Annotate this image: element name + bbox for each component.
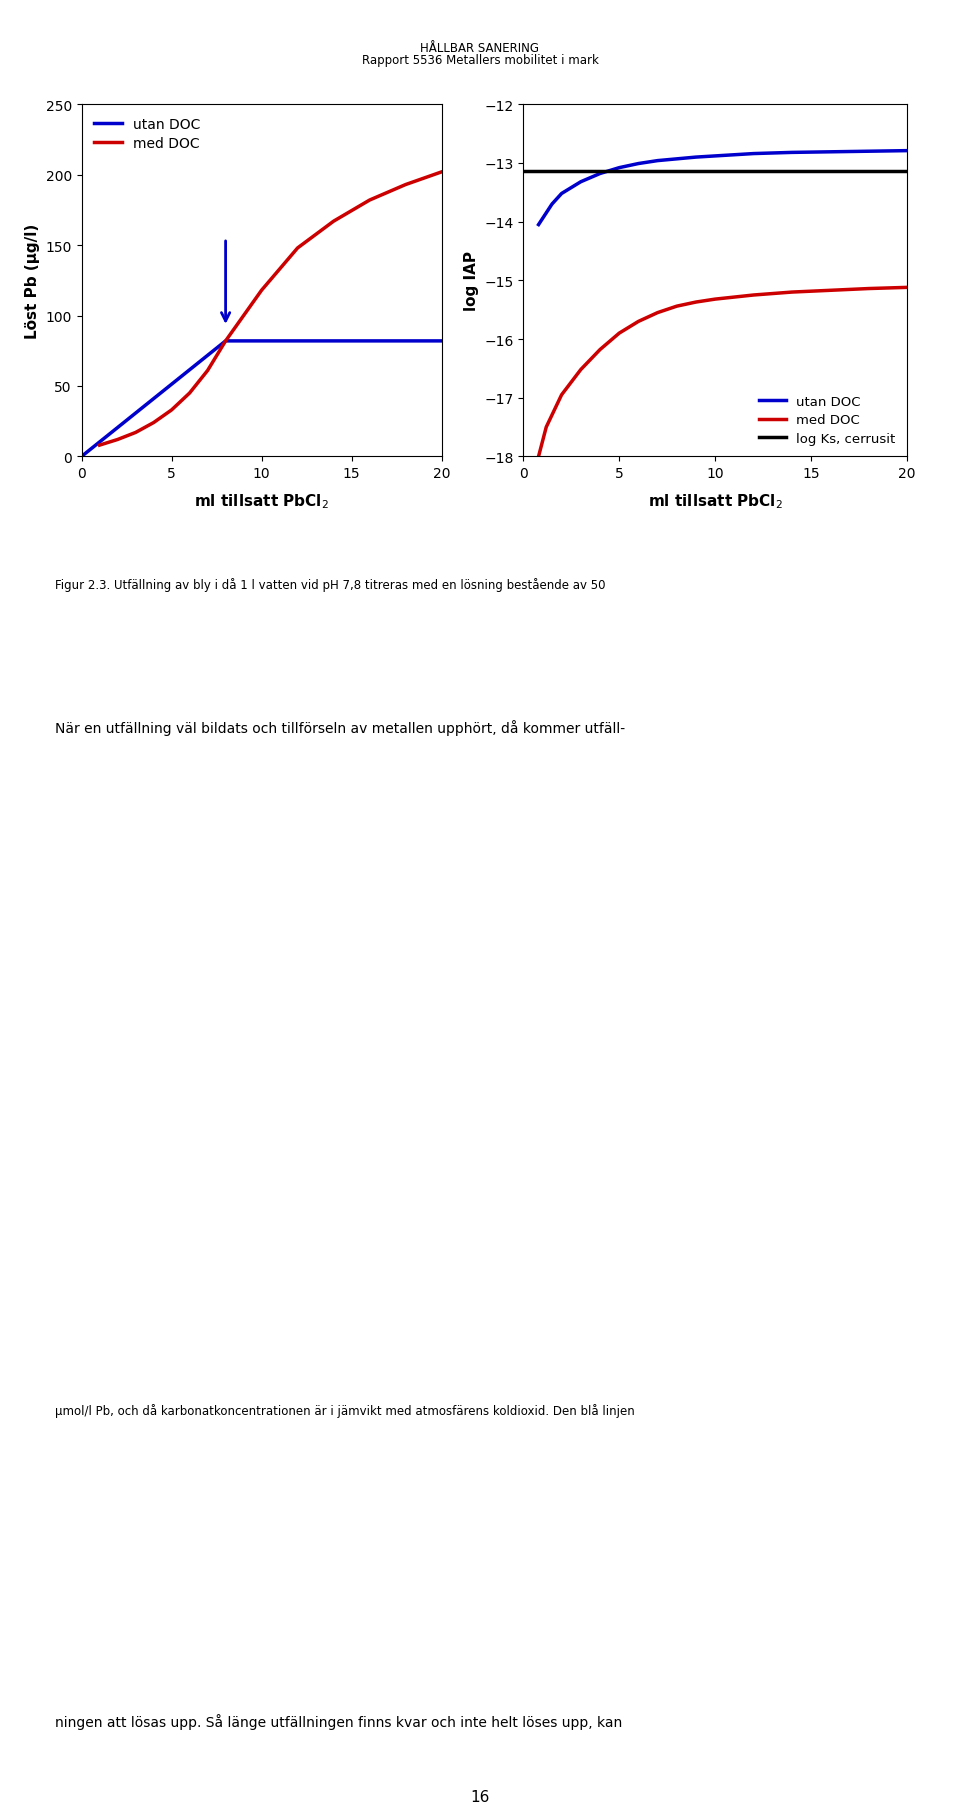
Text: HÅLLBAR SANERING: HÅLLBAR SANERING bbox=[420, 42, 540, 54]
Legend: utan DOC, med DOC, log Ks, cerrusit: utan DOC, med DOC, log Ks, cerrusit bbox=[754, 390, 900, 450]
Y-axis label: Löst Pb (µg/l): Löst Pb (µg/l) bbox=[25, 223, 40, 339]
X-axis label: ml tillsatt PbCl$_2$: ml tillsatt PbCl$_2$ bbox=[648, 492, 782, 510]
Text: När en utfällning väl bildats och tillförseln av metallen upphört, då kommer utf: När en utfällning väl bildats och tillfö… bbox=[55, 720, 625, 735]
Text: Figur 2.3. Utfällning av bly i då 1 l vatten vid pH 7,8 titreras med en lösning : Figur 2.3. Utfällning av bly i då 1 l va… bbox=[55, 577, 606, 591]
Text: ningen att lösas upp. Så länge utfällningen finns kvar och inte helt löses upp, : ningen att lösas upp. Så länge utfällnin… bbox=[55, 1712, 622, 1729]
X-axis label: ml tillsatt PbCl$_2$: ml tillsatt PbCl$_2$ bbox=[194, 492, 329, 510]
Y-axis label: log IAP: log IAP bbox=[464, 250, 478, 312]
Text: Rapport 5536 Metallers mobilitet i mark: Rapport 5536 Metallers mobilitet i mark bbox=[362, 54, 598, 67]
Text: 16: 16 bbox=[470, 1789, 490, 1803]
Legend: utan DOC, med DOC: utan DOC, med DOC bbox=[88, 112, 205, 156]
Text: µmol/l Pb, och då karbonatkoncentrationen är i jämvikt med atmosfärens koldioxid: µmol/l Pb, och då karbonatkoncentratione… bbox=[55, 1404, 635, 1417]
